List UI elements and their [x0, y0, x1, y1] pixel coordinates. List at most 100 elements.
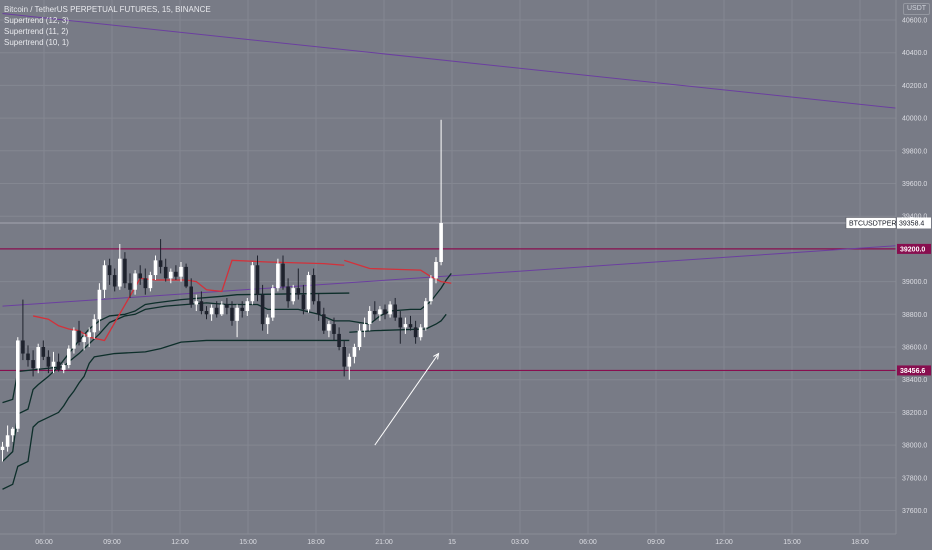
candle-body: [107, 265, 112, 276]
candle-body: [10, 428, 15, 436]
candle-body: [0, 446, 5, 451]
candle-body: [31, 360, 35, 369]
time-axis[interactable]: 06:00 09:00 12:00 15:00 18:00 21:00 15 03:00 06:…: [0, 533, 896, 546]
candle-body: [158, 260, 163, 267]
candle-body: [143, 278, 148, 289]
candle-body: [133, 273, 137, 290]
time-tick-label: 09:00: [103, 539, 121, 546]
level-price-tag: [897, 243, 931, 254]
annotation-arrow-head: [433, 352, 440, 360]
candle-body: [362, 324, 367, 331]
chart-legend: Bitcoin / TetherUS PERPETUAL FUTURES, 15…: [4, 4, 211, 48]
candle-body: [163, 266, 168, 279]
candle-body: [281, 263, 285, 287]
last-price-label: 39358.4: [899, 221, 924, 228]
candles: [0, 119, 443, 462]
candle-body: [271, 288, 275, 318]
candle-body: [286, 286, 290, 302]
candle-body: [41, 347, 46, 357]
supertrend-line: [2, 292, 350, 462]
candle-body: [148, 275, 153, 289]
level-price-label: 38456.6: [900, 368, 925, 375]
price-tick-label: 39400.0: [902, 214, 927, 221]
candle-body: [418, 327, 423, 338]
time-tick-label: 09:00: [647, 539, 665, 546]
supertrend-line: [2, 339, 350, 490]
price-axis-bg: [896, 0, 932, 550]
time-tick-label: 12:00: [715, 539, 733, 546]
price-tick-label: 40000.0: [902, 116, 927, 123]
time-tick-label: 06:00: [579, 539, 597, 546]
candle-body: [16, 340, 20, 429]
candle-body: [214, 307, 219, 315]
time-tick-label: 03:00: [511, 539, 529, 546]
candle-body: [291, 288, 295, 302]
time-tick-label: 21:00: [375, 539, 393, 546]
currency-badge[interactable]: USDT: [903, 3, 931, 15]
descending-trendline: [2, 12, 898, 109]
candle-body: [138, 273, 142, 279]
price-axis[interactable]: 37600.0 37800.0 38000.0 38200.0 38400.0 38600…: [845, 0, 932, 550]
candle-body: [87, 332, 91, 338]
trendlines: [2, 12, 898, 307]
candle-body: [378, 309, 382, 315]
candle-body: [46, 356, 51, 367]
candle-body: [169, 271, 173, 279]
candle-body: [367, 311, 372, 325]
candle-body: [72, 330, 76, 349]
candle-body: [61, 364, 66, 370]
candle-body: [123, 258, 127, 284]
time-tick-label: 15:00: [783, 539, 801, 546]
candle-body: [276, 263, 280, 289]
annotations: [374, 352, 440, 446]
time-tick-label: 15:00: [239, 539, 257, 546]
candle-body: [255, 265, 260, 295]
candle-body: [82, 337, 86, 343]
symbol-title[interactable]: Bitcoin / TetherUS PERPETUAL FUTURES, 15…: [4, 5, 211, 14]
candle-body: [265, 317, 270, 325]
time-tick-label: 18:00: [851, 539, 869, 546]
candle-body: [434, 261, 438, 279]
candle-body: [174, 271, 178, 277]
candle-body: [347, 356, 352, 367]
level-price-label: 39200.0: [900, 246, 925, 253]
candle-body: [128, 283, 132, 290]
candle-body: [21, 340, 25, 354]
time-tick-label: 18:00: [307, 539, 325, 546]
candle-body: [92, 319, 97, 333]
candle-body: [296, 288, 301, 295]
price-tick-label: 39000.0: [902, 279, 927, 286]
annotation-arrow-line: [374, 353, 439, 446]
candle-body: [357, 330, 362, 347]
candle-body: [36, 347, 40, 369]
candle-body: [327, 324, 331, 331]
candle-body: [352, 347, 357, 357]
candle-body: [413, 327, 418, 338]
candle-body: [332, 324, 336, 334]
candle-body: [51, 361, 56, 367]
price-tick-label: 40600.0: [902, 18, 927, 25]
indicator-label-supertrend-12-3[interactable]: Supertrend (12, 3): [4, 16, 69, 25]
indicator-label-supertrend-11-2[interactable]: Supertrend (11, 2): [4, 27, 69, 36]
candle-body: [56, 361, 61, 370]
candle-body: [179, 266, 183, 277]
indicator-label-supertrend-10-1[interactable]: Supertrend (10, 1): [4, 38, 69, 47]
candle-body: [102, 265, 107, 290]
price-tick-label: 37800.0: [902, 475, 927, 482]
candle-body: [322, 314, 326, 331]
candle-body: [67, 348, 71, 365]
candle-body: [260, 294, 265, 325]
candle-body: [408, 324, 413, 328]
candle-body: [306, 275, 311, 310]
candle-body: [5, 435, 10, 447]
candle-body: [424, 301, 428, 328]
candle-body: [220, 304, 224, 315]
supertrend-line: [349, 313, 447, 333]
candle-body: [250, 265, 255, 302]
candle-body: [393, 304, 397, 318]
candle-body: [189, 286, 193, 305]
supertrend-line: [344, 259, 452, 284]
price-tick-label: 40400.0: [902, 50, 927, 57]
